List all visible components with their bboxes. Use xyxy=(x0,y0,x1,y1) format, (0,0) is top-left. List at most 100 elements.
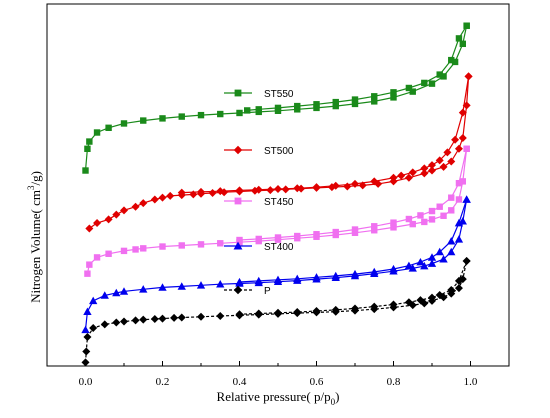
series-st550-adsorption-point xyxy=(120,120,128,127)
series-st400-adsorption-point xyxy=(177,282,186,290)
series-st400-desorption-point xyxy=(350,269,360,278)
legend-marker-p xyxy=(233,285,243,295)
series-st400-desorption-point xyxy=(254,276,263,285)
series-st400-desorption-point xyxy=(273,275,283,284)
series-st450-desorption-point xyxy=(274,234,282,241)
series-st500-desorption-point xyxy=(451,135,460,144)
series-st450-desorption-line xyxy=(239,148,468,241)
series-st500-desorption-point xyxy=(435,156,444,165)
series-st400-adsorption-point xyxy=(196,281,206,289)
series-st500-adsorption-point xyxy=(428,166,436,175)
series-st400-adsorption-point xyxy=(158,283,167,291)
series-p-desorption-point xyxy=(462,257,471,266)
series-p-desorption-point xyxy=(254,309,263,318)
series-st450-adsorption-point xyxy=(120,247,128,255)
series-st550-desorption-point xyxy=(351,96,359,103)
series-st500-adsorption-point xyxy=(462,101,471,110)
series-st400-desorption-point xyxy=(389,264,398,273)
series-st500-desorption-point xyxy=(312,183,321,192)
series-st550-adsorption-point xyxy=(459,40,466,48)
series-st450-adsorption-point xyxy=(421,218,428,226)
series-st500-adsorption-point xyxy=(85,224,94,233)
series-p-adsorption-point xyxy=(89,323,98,332)
series-st450 xyxy=(84,145,470,277)
series-st550-adsorption-point xyxy=(178,113,185,120)
series-st500-desorption-point xyxy=(458,108,467,117)
series-st550-adsorption-point xyxy=(409,88,416,95)
series-st550-adsorption-point xyxy=(390,94,397,101)
y-axis-label-close: /g) xyxy=(28,171,43,185)
series-st550-adsorption-point xyxy=(82,167,89,174)
series-st400-desorption-point xyxy=(435,247,444,256)
series-st400-desorption-point xyxy=(416,257,425,266)
series-st500-adsorption-point xyxy=(404,173,413,182)
legend-marker-st500 xyxy=(233,145,243,155)
series-st550-desorption-point xyxy=(405,84,413,92)
series-p-desorption-point xyxy=(435,291,444,300)
series-st400-desorption-point xyxy=(293,274,302,283)
series-p-adsorption-point xyxy=(216,312,225,321)
series-p-adsorption-point xyxy=(131,316,140,325)
series-st450-desorption-point xyxy=(417,212,424,219)
series-st500-adsorption-point xyxy=(439,162,448,171)
series-p-desorption-point xyxy=(331,305,340,314)
series-st550 xyxy=(82,22,470,174)
series-p xyxy=(81,257,471,367)
series-p-desorption-point xyxy=(235,310,244,319)
series-st550-adsorption-point xyxy=(332,102,339,110)
series-st450-desorption-point xyxy=(371,223,378,230)
y-axis-label-main: Nitrogen Volume( cm xyxy=(28,190,43,303)
x-axis-ticks: 0.0 0.2 0.4 0.6 0.8 1.0 xyxy=(46,361,510,388)
series-st500-desorption-point xyxy=(254,185,263,194)
series-p-desorption-point xyxy=(404,298,413,307)
series-st500-adsorption-point xyxy=(420,169,429,178)
series-st500-desorption-point xyxy=(331,181,340,190)
series-st450-desorption-point xyxy=(332,228,339,236)
series-st550-adsorption-point xyxy=(84,145,91,152)
series-st550-adsorption-point xyxy=(93,129,101,136)
series-st550-adsorption-point xyxy=(313,104,320,112)
series-st500-adsorption-point xyxy=(281,185,290,194)
series-st500-desorption-point xyxy=(197,187,205,196)
series-st450-adsorption-point xyxy=(448,207,455,214)
series-st400-adsorption-point xyxy=(454,235,464,243)
series-st550-adsorption-point xyxy=(294,106,301,113)
series-st450-adsorption-point xyxy=(140,245,147,252)
series-st450-adsorption-point xyxy=(86,261,93,268)
series-st500-adsorption-point xyxy=(189,190,198,199)
series-p-adsorption-point xyxy=(150,314,159,323)
series-st500-desorption-point xyxy=(443,148,452,157)
series-p-adsorption-point xyxy=(100,320,109,329)
series-p-desorption-point xyxy=(389,300,398,309)
series-st500-adsorption-point xyxy=(104,215,113,224)
series-st500-adsorption-point xyxy=(139,199,148,208)
series-st450-adsorption-point xyxy=(132,246,139,253)
series-st500-desorption-point xyxy=(397,171,406,180)
series-st550-desorption-point xyxy=(255,106,262,113)
series-p-desorption-line xyxy=(239,260,468,315)
series-st500-adsorption-point xyxy=(358,181,367,190)
series-st400-desorption-point xyxy=(427,253,437,261)
series-st550-adsorption-point xyxy=(428,80,436,87)
series-st500-adsorption-point xyxy=(208,188,217,197)
series-st400-adsorption-point xyxy=(139,285,148,293)
legend-marker-st400 xyxy=(233,241,243,250)
series-st500-desorption-point xyxy=(293,184,302,193)
series-st500-desorption-point xyxy=(420,164,429,173)
series-st450-adsorption-point xyxy=(197,241,205,248)
series-st450-desorption-point xyxy=(236,236,243,244)
series-st550-adsorption-point xyxy=(197,111,205,119)
series-p-desorption-point xyxy=(293,308,302,317)
series-st400-desorption-line xyxy=(239,199,468,283)
series-st500 xyxy=(85,72,473,233)
series-st450-adsorption-point xyxy=(371,227,378,234)
legend-marker-st550 xyxy=(234,89,242,97)
series-st400-desorption-point xyxy=(454,218,464,227)
series-st500-desorption-point xyxy=(351,179,359,188)
series-st550-desorption-point xyxy=(421,79,428,87)
series-st500-desorption-point xyxy=(216,187,225,196)
legend-label-p: P xyxy=(264,286,271,297)
series-st400-adsorption-line xyxy=(84,199,468,330)
series-st450-adsorption-point xyxy=(455,196,463,203)
series-st450-adsorption-point xyxy=(428,216,436,223)
